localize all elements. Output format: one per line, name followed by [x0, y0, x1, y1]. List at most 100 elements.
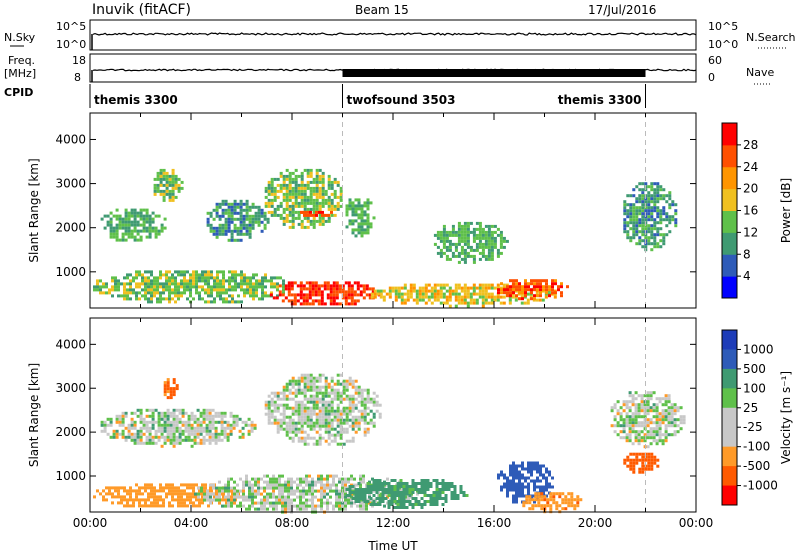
- scatter-cell: [345, 397, 349, 401]
- scatter-cell: [644, 467, 648, 471]
- scatter-cell: [282, 397, 286, 401]
- scatter-cell: [242, 217, 246, 221]
- scatter-cell: [150, 504, 153, 508]
- scatter-cell: [226, 432, 230, 436]
- scatter-cell: [336, 180, 340, 184]
- scatter-cell: [109, 226, 113, 230]
- scatter-cell: [347, 477, 350, 481]
- scatter-cell: [524, 288, 527, 292]
- scatter-cell: [309, 394, 313, 398]
- scatter-cell: [204, 483, 207, 487]
- scatter-cell: [127, 211, 131, 215]
- scatter-cell: [324, 192, 328, 196]
- scatter-cell: [210, 276, 213, 280]
- scatter-cell: [321, 421, 325, 425]
- scatter-cell: [351, 485, 355, 488]
- scatter-cell: [261, 279, 264, 283]
- scatter-cell: [558, 504, 562, 508]
- scatter-cell: [205, 438, 209, 442]
- scatter-cell: [148, 432, 152, 436]
- scatter-cell: [159, 285, 162, 289]
- scatter-cell: [305, 501, 308, 505]
- scatter-cell: [644, 200, 648, 204]
- scatter-cell: [472, 260, 476, 264]
- scatter-cell: [637, 442, 641, 446]
- scatter-cell: [254, 492, 257, 496]
- scatter-cell: [339, 421, 343, 425]
- scatter-cell: [643, 403, 647, 407]
- scatter-cell: [236, 217, 240, 221]
- scatter-cell: [309, 406, 313, 410]
- scatter-cell: [342, 391, 346, 395]
- scatter-cell: [141, 486, 144, 490]
- scatter-cell: [444, 488, 448, 491]
- scatter-cell: [339, 400, 343, 404]
- scatter-cell: [647, 242, 651, 246]
- scatter-cell: [406, 298, 410, 302]
- scatter-cell: [333, 391, 337, 395]
- scatter-cell: [115, 432, 119, 436]
- scatter-cell: [250, 423, 254, 427]
- scatter-cell: [159, 294, 162, 298]
- scatter-cell: [159, 183, 163, 187]
- scatter-cell: [394, 286, 398, 290]
- scatter-cell: [181, 414, 185, 418]
- scatter-cell: [248, 232, 252, 236]
- scatter-cell: [234, 279, 237, 283]
- scatter-cell: [209, 495, 212, 499]
- scatter-cell: [220, 420, 224, 424]
- scatter-cell: [353, 281, 357, 285]
- scatter-cell: [273, 421, 277, 425]
- scatter-cell: [409, 292, 413, 296]
- scatter-cell: [300, 436, 304, 440]
- scatter-cell: [350, 477, 353, 481]
- scatter-cell: [126, 501, 129, 505]
- scatter-cell: [198, 279, 201, 283]
- scatter-cell: [366, 201, 370, 205]
- scatter-cell: [233, 199, 237, 203]
- scatter-cell: [365, 293, 369, 297]
- scatter-cell: [330, 204, 334, 208]
- scatter-cell: [205, 426, 209, 430]
- scatter-cell: [632, 230, 636, 234]
- scatter-cell: [129, 291, 132, 295]
- scatter-cell: [288, 415, 292, 419]
- scatter-cell: [306, 397, 310, 401]
- scatter-cell: [184, 411, 188, 415]
- scatter-cell: [282, 418, 286, 422]
- scatter-cell: [314, 290, 318, 294]
- scatter-cell: [254, 220, 258, 224]
- scatter-cell: [276, 285, 279, 289]
- scatter-cell: [628, 400, 632, 404]
- scatter-cell: [147, 270, 150, 274]
- colorbar-frame: [721, 329, 738, 506]
- scatter-cell: [300, 198, 304, 202]
- scatter-cell: [463, 254, 467, 258]
- scatter-cell: [285, 421, 289, 425]
- scatter-cell: [454, 286, 458, 290]
- scatter-cell: [635, 218, 639, 222]
- scatter-cell: [667, 433, 671, 437]
- scatter-cell: [253, 423, 257, 427]
- scatter-cell: [285, 403, 289, 407]
- scatter-cell: [541, 298, 545, 302]
- scatter-cell: [641, 200, 645, 204]
- scatter-cell: [186, 495, 189, 499]
- scatter-cell: [257, 507, 260, 511]
- scatter-cell: [171, 168, 175, 172]
- scatter-cell: [300, 195, 304, 199]
- scatter-cell: [363, 210, 367, 214]
- scatter-cell: [288, 388, 292, 392]
- scatter-cell: [378, 497, 382, 500]
- scatter-cell: [487, 251, 491, 255]
- scatter-cell: [204, 291, 207, 295]
- scatter-cell: [206, 489, 209, 493]
- scatter-cell: [222, 498, 225, 502]
- scatter-cell: [472, 233, 476, 237]
- scatter-cell: [500, 485, 503, 489]
- scatter-cell: [199, 411, 203, 415]
- scatter-cell: [509, 473, 512, 477]
- scatter-cell: [312, 192, 316, 196]
- scatter-cell: [218, 229, 222, 233]
- scatter-cell: [219, 297, 222, 301]
